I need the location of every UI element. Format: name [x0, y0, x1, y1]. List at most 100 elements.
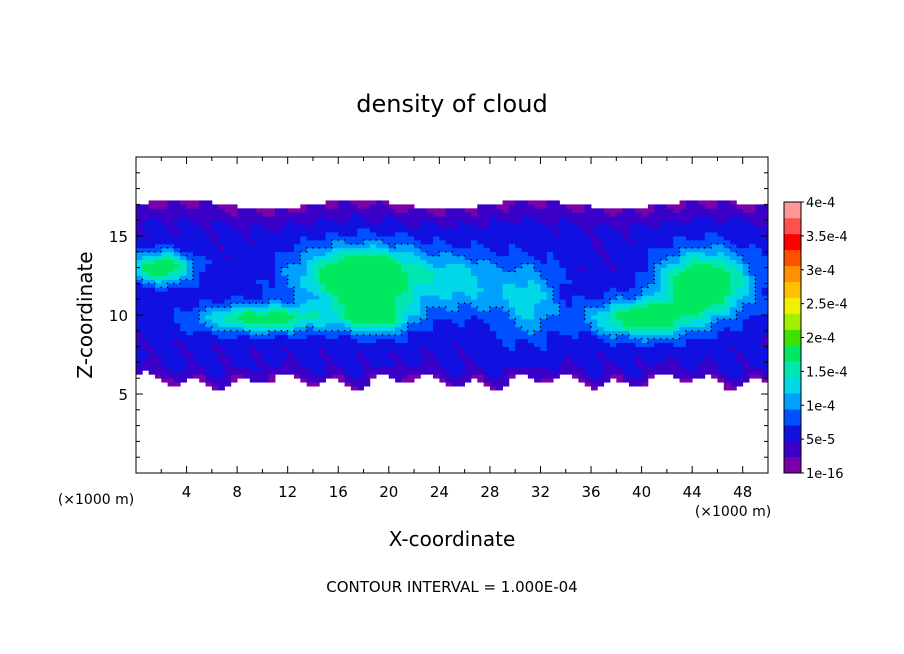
contour-point [255, 333, 257, 336]
density-cell [186, 243, 194, 249]
density-cell [610, 232, 617, 237]
density-cell [357, 318, 364, 324]
density-cell [161, 362, 168, 367]
density-cell [666, 299, 674, 304]
density-cell [319, 220, 326, 225]
density-cell [660, 255, 668, 261]
density-cell [414, 338, 421, 344]
density-cell [723, 362, 731, 367]
density-cell [711, 291, 718, 296]
density-cell [496, 271, 503, 276]
contour-point [324, 330, 327, 332]
density-cell [445, 224, 453, 229]
density-cell [489, 208, 497, 213]
density-cell [483, 239, 491, 245]
density-cell [192, 259, 200, 265]
density-cell [489, 358, 497, 363]
contour-point [691, 247, 693, 249]
density-cell [224, 362, 232, 367]
density-cell [540, 358, 548, 363]
density-cell [224, 271, 232, 276]
density-cell [173, 236, 181, 241]
density-cell [275, 362, 282, 367]
density-cell [761, 303, 769, 308]
density-cell [350, 318, 358, 324]
density-cell [527, 338, 535, 344]
density-cell [306, 232, 314, 237]
density-cell [489, 374, 497, 379]
density-cell [660, 271, 668, 276]
density-cell [167, 374, 175, 379]
density-cell [363, 263, 371, 268]
contour-point [754, 294, 757, 297]
density-cell [496, 326, 503, 332]
density-cell [603, 318, 611, 324]
density-cell [502, 255, 510, 261]
density-cell [559, 315, 567, 320]
density-cell [685, 283, 693, 288]
density-cell [723, 315, 731, 320]
density-cell [616, 287, 624, 292]
density-cell [319, 299, 326, 304]
density-cell [376, 370, 383, 375]
density-cell [275, 307, 282, 312]
density-cell [173, 354, 181, 359]
density-cell [565, 291, 573, 296]
density-cell [439, 275, 447, 280]
density-cell [452, 334, 459, 340]
density-cell [173, 342, 181, 347]
density-cell [426, 322, 434, 328]
density-cell [603, 378, 611, 383]
density-cell [148, 322, 156, 328]
density-cell [597, 287, 605, 292]
density-cell [628, 318, 636, 324]
density-cell [433, 263, 440, 268]
density-cell [464, 366, 472, 371]
density-cell [173, 224, 181, 229]
contour-point [514, 322, 516, 324]
density-cell [654, 228, 661, 233]
contour-lines [141, 239, 757, 344]
density-cell [628, 354, 636, 359]
density-cell [275, 338, 282, 344]
contour-point [267, 333, 270, 336]
density-cell [199, 220, 206, 225]
density-cell [275, 330, 282, 336]
density-cell [755, 346, 763, 351]
density-cell [755, 322, 763, 328]
density-cell [376, 350, 383, 355]
density-cell [527, 271, 535, 276]
contour-point [350, 243, 352, 245]
density-cell [717, 303, 725, 308]
density-cell [730, 362, 737, 367]
density-cell [275, 208, 282, 213]
density-cell [401, 228, 409, 233]
density-cell [369, 346, 377, 351]
density-cell [268, 307, 276, 312]
density-cell [331, 220, 339, 225]
density-cell [407, 283, 415, 288]
density-cell [603, 220, 611, 225]
colorbar-swatch [784, 393, 801, 410]
density-cell [312, 338, 320, 344]
density-cell [287, 239, 295, 245]
density-cell [565, 307, 573, 312]
density-cell [249, 334, 257, 340]
density-cell [591, 307, 598, 312]
density-cell [186, 358, 194, 363]
density-cell [218, 354, 225, 359]
density-cell [287, 315, 295, 320]
density-cell [534, 366, 541, 371]
density-cell [426, 362, 434, 367]
density-cell [578, 358, 586, 363]
density-cell [723, 295, 731, 300]
contour-point [261, 302, 264, 304]
density-cell [489, 247, 497, 253]
density-cell [477, 243, 484, 249]
contour-point [659, 258, 662, 261]
density-cell [199, 315, 206, 320]
density-cell [515, 251, 522, 257]
density-cell [553, 358, 560, 363]
density-cell [502, 228, 510, 233]
density-cell [357, 263, 364, 268]
